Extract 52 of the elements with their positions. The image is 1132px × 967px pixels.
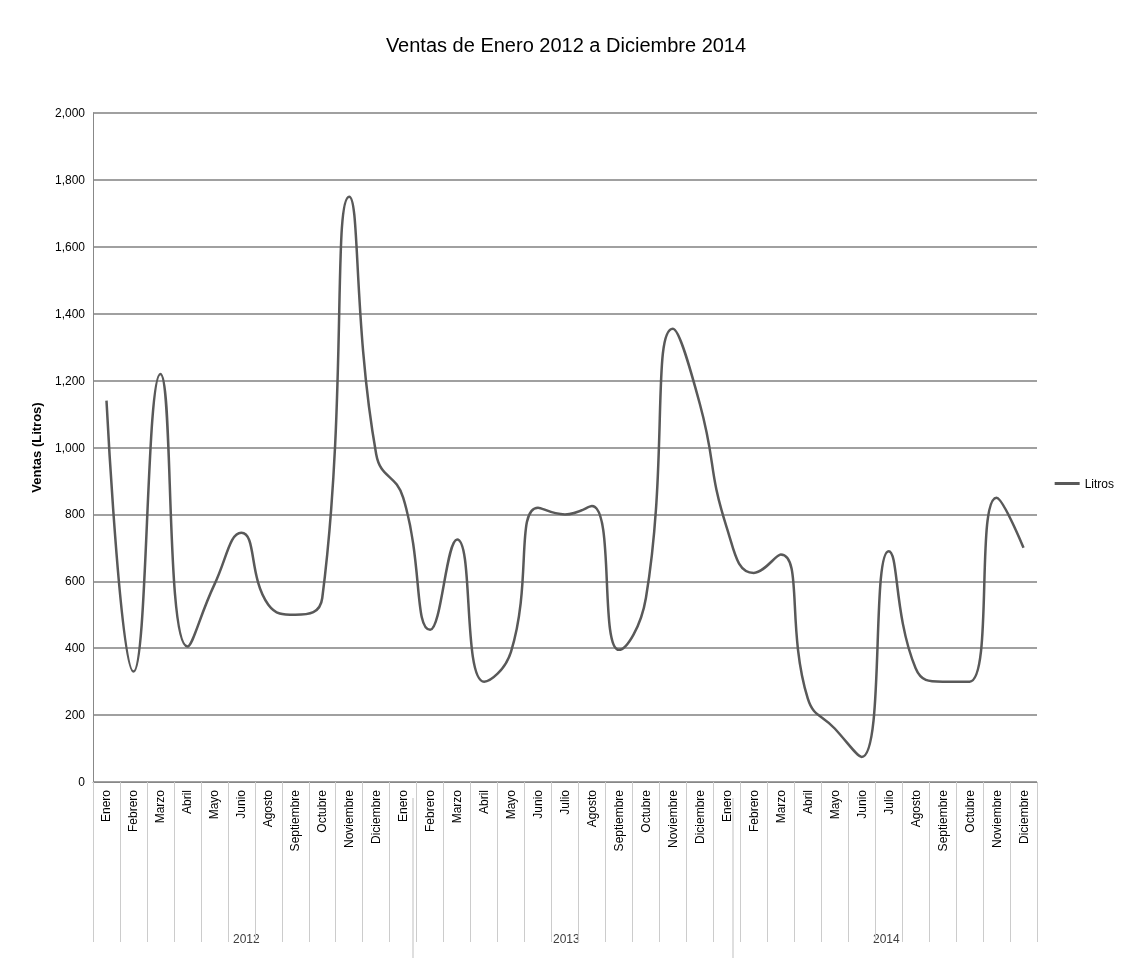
x-tick-label: Diciembre bbox=[369, 789, 384, 845]
x-tick-label: Mayo bbox=[504, 789, 519, 820]
y-tick-label: 1,800 bbox=[54, 172, 86, 187]
x-tick-label: Enero bbox=[396, 789, 411, 823]
text: 2014 bbox=[873, 932, 901, 946]
x-tick-label: Febrero bbox=[423, 789, 438, 833]
x-tick-label: Marzo bbox=[773, 789, 788, 824]
x-tick-label: Febrero bbox=[746, 789, 761, 833]
line-series bbox=[105, 195, 1025, 759]
x-tick-label: Abril bbox=[180, 790, 195, 815]
x-tick-label: Julio bbox=[881, 789, 896, 815]
x-tick-label: Mayo bbox=[207, 789, 222, 820]
x-tick-label: Septiembre bbox=[611, 789, 626, 852]
x-tick-label: Junio bbox=[854, 789, 869, 819]
y-tick-label: 1,400 bbox=[54, 306, 86, 321]
y-tick-label: 1,200 bbox=[54, 373, 86, 388]
x-tick-label: Abril bbox=[800, 790, 815, 815]
legend-label: Litros bbox=[1084, 476, 1114, 491]
x-tick-label: Marzo bbox=[153, 789, 168, 824]
x-tick-label: Enero bbox=[99, 789, 114, 823]
x-tick-label: Diciembre bbox=[1016, 789, 1031, 845]
x-tick-label: Enero bbox=[719, 789, 734, 823]
y-tick-label: 1,000 bbox=[54, 440, 86, 455]
y-tick-label: 1,600 bbox=[54, 239, 86, 254]
text: 2012 bbox=[233, 932, 261, 946]
x-tick-label: Noviembre bbox=[989, 789, 1004, 849]
x-tick-label: Agosto bbox=[908, 789, 923, 828]
y-tick-label: 0 bbox=[78, 775, 86, 789]
y-tick-label: 600 bbox=[64, 574, 86, 589]
x-tick-label: Octubre bbox=[638, 789, 653, 833]
x-tick-label: Agosto bbox=[261, 789, 276, 828]
x-tick-label: Junio bbox=[531, 789, 546, 819]
y-tick-label: 400 bbox=[64, 641, 86, 656]
x-tick-label: Noviembre bbox=[665, 789, 680, 849]
x-tick-label: Octubre bbox=[962, 789, 977, 833]
x-tick-label: Julio bbox=[558, 789, 572, 815]
x-tick-label: Marzo bbox=[450, 789, 465, 824]
x-tick-label: Mayo bbox=[827, 789, 842, 820]
y-tick-label: 800 bbox=[64, 507, 86, 522]
y-tick-label: 2,000 bbox=[54, 106, 86, 120]
x-tick-label: Junio bbox=[234, 789, 249, 819]
y-axis-title: Ventas (Litros) bbox=[29, 402, 44, 493]
x-tick-label: Agosto bbox=[584, 789, 599, 828]
chart-title: Ventas de Enero 2012 a Diciembre 2014 bbox=[385, 34, 747, 56]
x-tick-label: Febrero bbox=[126, 789, 141, 833]
x-tick-label: Abril bbox=[477, 790, 492, 815]
x-tick-label: Septiembre bbox=[935, 789, 950, 852]
x-tick-label: Septiembre bbox=[288, 789, 303, 852]
y-tick-label: 200 bbox=[64, 708, 86, 723]
x-tick-label: Diciembre bbox=[692, 789, 707, 845]
x-tick-label: Noviembre bbox=[342, 789, 357, 849]
x-tick-label: Octubre bbox=[315, 789, 330, 833]
